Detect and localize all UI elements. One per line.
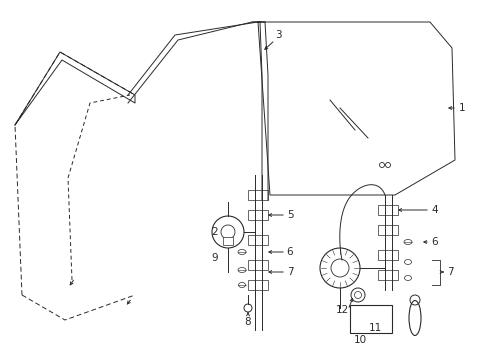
Text: 3: 3: [274, 30, 281, 40]
Ellipse shape: [238, 283, 245, 288]
Ellipse shape: [238, 249, 245, 255]
Bar: [247, 235, 267, 245]
Bar: [247, 260, 267, 270]
Text: 4: 4: [431, 205, 437, 215]
Bar: [349, 305, 391, 333]
Bar: [377, 225, 397, 235]
Text: 1: 1: [458, 103, 465, 113]
Ellipse shape: [404, 260, 411, 265]
Ellipse shape: [403, 239, 411, 244]
Bar: [377, 205, 397, 215]
Ellipse shape: [238, 267, 245, 273]
Bar: [223, 237, 232, 245]
Bar: [377, 250, 397, 260]
Text: 5: 5: [286, 210, 293, 220]
Bar: [247, 190, 267, 200]
Text: 7: 7: [446, 267, 452, 277]
Text: 10: 10: [353, 335, 366, 345]
Text: 6: 6: [286, 247, 293, 257]
Ellipse shape: [404, 275, 411, 280]
Text: 12: 12: [335, 305, 348, 315]
Text: 11: 11: [367, 323, 381, 333]
Text: 7: 7: [286, 267, 293, 277]
Bar: [377, 270, 397, 280]
Bar: [247, 280, 267, 290]
Ellipse shape: [408, 301, 420, 336]
Text: 9: 9: [211, 253, 218, 263]
Text: 2: 2: [211, 227, 218, 237]
Bar: [247, 210, 267, 220]
Text: 6: 6: [431, 237, 437, 247]
Text: 8: 8: [244, 317, 251, 327]
